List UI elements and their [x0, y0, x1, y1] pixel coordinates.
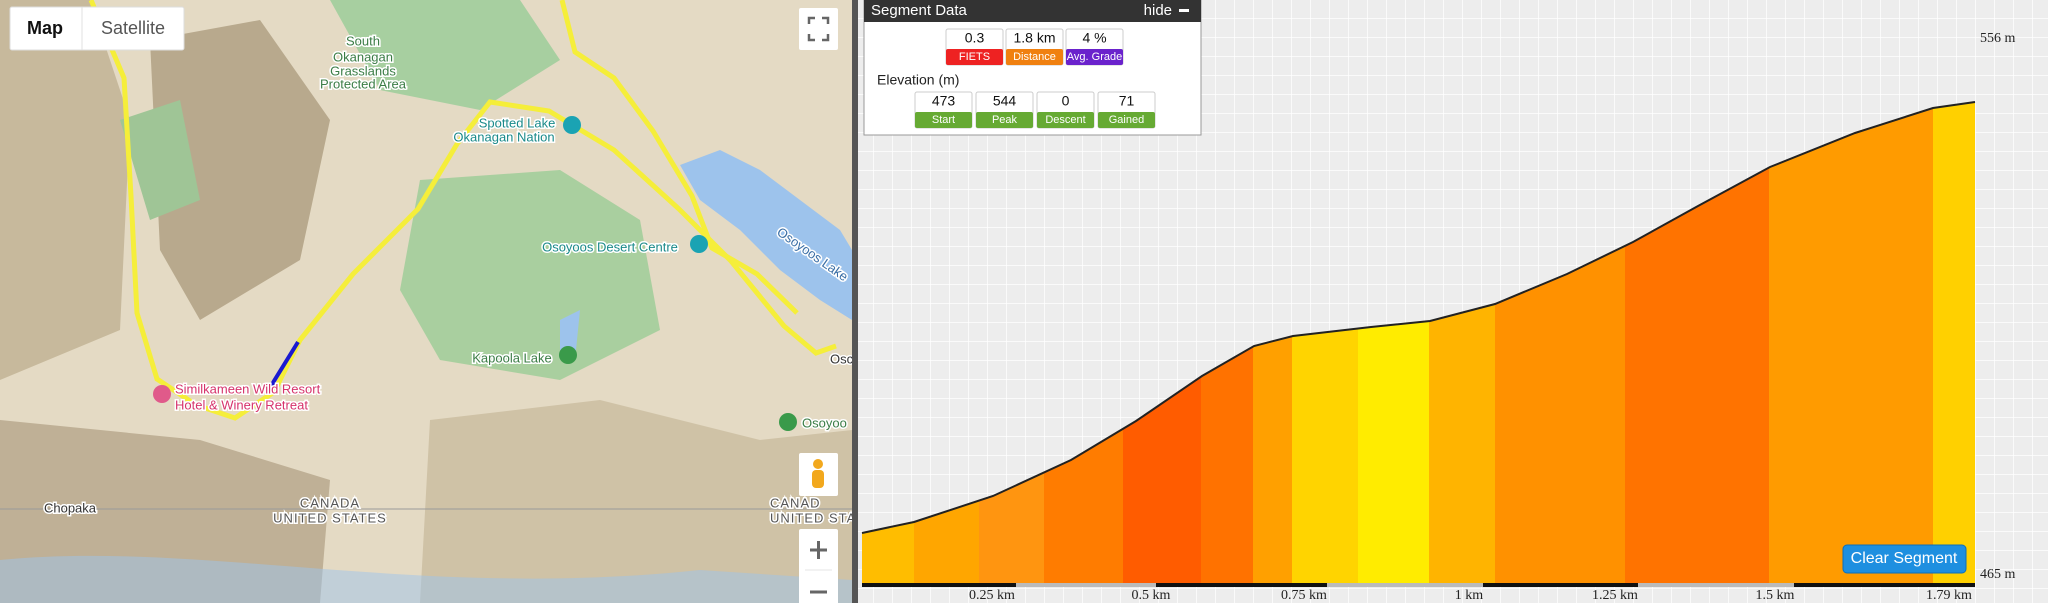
- x-label: 0.25 km: [969, 588, 1015, 603]
- y-label: 465 m: [1980, 567, 2016, 582]
- stat-label: Start: [932, 114, 955, 126]
- map-label: Osoyoo: [802, 415, 847, 430]
- map-label: UNITED STATES: [273, 510, 387, 525]
- poi-icon[interactable]: [563, 116, 581, 134]
- stat-value: 71: [1119, 93, 1135, 109]
- road: [559, 0, 799, 315]
- map-label: Kapoola Lake: [472, 350, 552, 365]
- stats: 0.3 FIETS 1.8 km Distance 4 % Avg. Grade 473 St…: [914, 28, 1156, 129]
- stat-badge: [1066, 49, 1123, 65]
- map-label: Okanagan Nation: [453, 129, 554, 144]
- map-label: UNITED STATES: [770, 510, 884, 525]
- x-label: 1.5 km: [1756, 588, 1795, 603]
- stat-badge: [976, 112, 1033, 128]
- segment-panel: Segment Data hide 0.3 FIETS 1.8 km Distance…: [863, 0, 1202, 136]
- stat-value: 0: [1062, 93, 1070, 109]
- stat-badge: [1037, 112, 1094, 128]
- y-label: 556 m: [1980, 31, 2016, 46]
- poi-icon[interactable]: [690, 235, 708, 253]
- map-label: South: [346, 33, 380, 48]
- x-label: 0.5 km: [1132, 588, 1171, 603]
- map[interactable]: South Okanagan Grasslands Protected Area…: [0, 0, 884, 603]
- x-label: 0.75 km: [1281, 588, 1327, 603]
- stat-value: 544: [993, 93, 1017, 109]
- profile-line: [861, 101, 1976, 534]
- stat-badge: [1098, 112, 1155, 128]
- divider[interactable]: [852, 0, 858, 603]
- map-label: Osc: [830, 351, 854, 366]
- map-label: Okanagan: [333, 49, 393, 64]
- stat-label: Descent: [1045, 114, 1085, 126]
- stat-value: 0.3: [965, 30, 985, 46]
- map-label: Similkameen Wild Resort: [175, 381, 321, 396]
- map-label: CANAD: [770, 495, 821, 510]
- poi-icon[interactable]: [153, 385, 171, 403]
- map-type-control: Map Satellite: [9, 6, 185, 51]
- map-label: Spotted Lake: [479, 115, 556, 130]
- poi-icon[interactable]: [559, 346, 577, 364]
- stat-badge: [1006, 49, 1063, 65]
- segment-line: [266, 340, 300, 393]
- pegman[interactable]: [799, 453, 838, 496]
- panel-title: Segment Data: [871, 2, 968, 19]
- satellite-button[interactable]: Satellite: [101, 18, 165, 38]
- fullscreen-button[interactable]: [799, 8, 838, 50]
- map-label: Chopaka: [44, 500, 97, 515]
- x-label: 1.25 km: [1592, 588, 1638, 603]
- stat-label: FIETS: [959, 51, 990, 63]
- map-label: Protected Area: [320, 76, 407, 91]
- button-label[interactable]: Clear Segment: [1851, 550, 1958, 567]
- poi-icon[interactable]: [779, 413, 797, 431]
- hide-button[interactable]: hide: [1144, 2, 1172, 19]
- stat-label: Peak: [992, 114, 1018, 126]
- x-label: 1.79 km: [1926, 588, 1972, 603]
- stat-badge: [915, 112, 972, 128]
- map-label: Grasslands: [330, 63, 396, 78]
- zoom-control[interactable]: [799, 529, 838, 603]
- stat-value: 4 %: [1082, 30, 1106, 46]
- stat-value: 473: [932, 93, 956, 109]
- stat-value: 1.8 km: [1013, 30, 1055, 46]
- lake: [680, 150, 852, 320]
- stat-badge: [946, 49, 1003, 65]
- map-button[interactable]: Map: [27, 18, 63, 38]
- stat-label: Gained: [1109, 114, 1144, 126]
- map-label: Osoyoos Desert Centre: [542, 239, 678, 254]
- map-label: Hotel & Winery Retreat: [175, 397, 308, 412]
- stat-label: Distance: [1013, 51, 1056, 63]
- clear-segment-button[interactable]: Clear Segment: [1842, 544, 1967, 574]
- stat-label: Avg. Grade: [1067, 51, 1122, 63]
- x-label: 1 km: [1455, 588, 1484, 603]
- map-label: CANADA: [300, 495, 360, 510]
- section-title: Elevation (m): [877, 72, 959, 88]
